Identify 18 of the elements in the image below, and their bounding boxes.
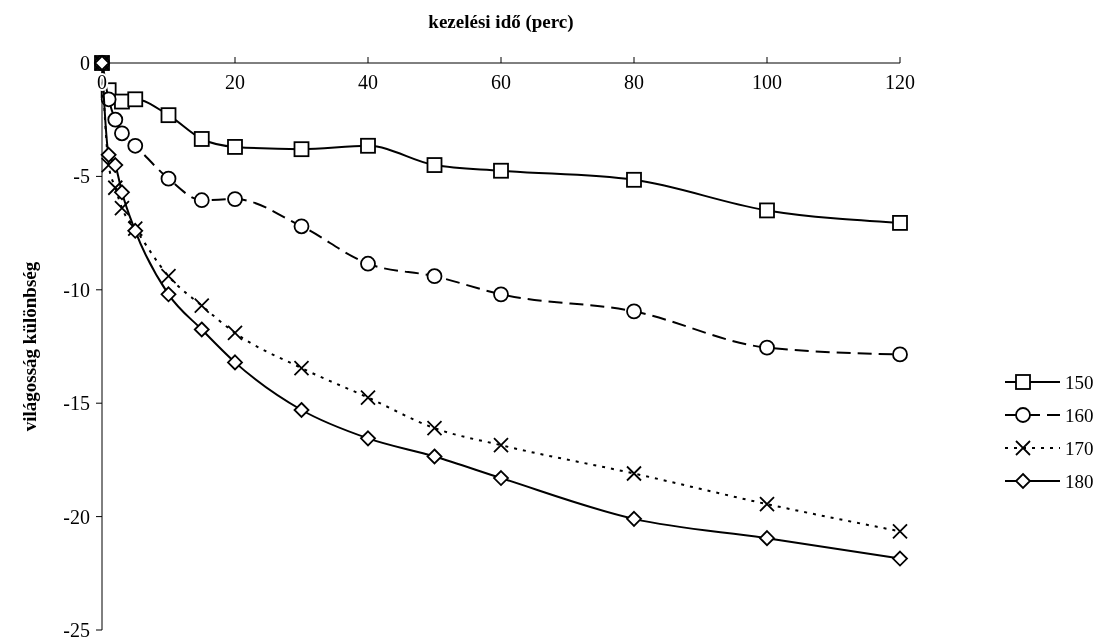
x-tick-label: 120 [885,71,915,93]
legend-label: 150 [1065,371,1094,393]
x-tick-label: 40 [358,71,378,93]
x-tick-label: 60 [491,71,511,93]
x-axis-title: kezelési idő (perc) [428,11,574,33]
legend-label: 180 [1065,470,1094,492]
y-tick-label: -10 [63,278,90,301]
y-tick-label: 0 [80,52,90,74]
y-tick-label: -5 [73,165,90,188]
y-tick-label: -20 [63,505,90,528]
x-tick-label: 80 [624,71,644,93]
y-tick-label: -15 [63,392,90,415]
y-axis-title: világosság különbség [19,261,40,432]
legend-label: 170 [1065,437,1094,459]
x-tick-label: 100 [752,71,782,93]
x-tick-label: 20 [225,71,245,93]
y-tick-label: -25 [63,619,90,640]
legend-label: 160 [1065,404,1094,426]
